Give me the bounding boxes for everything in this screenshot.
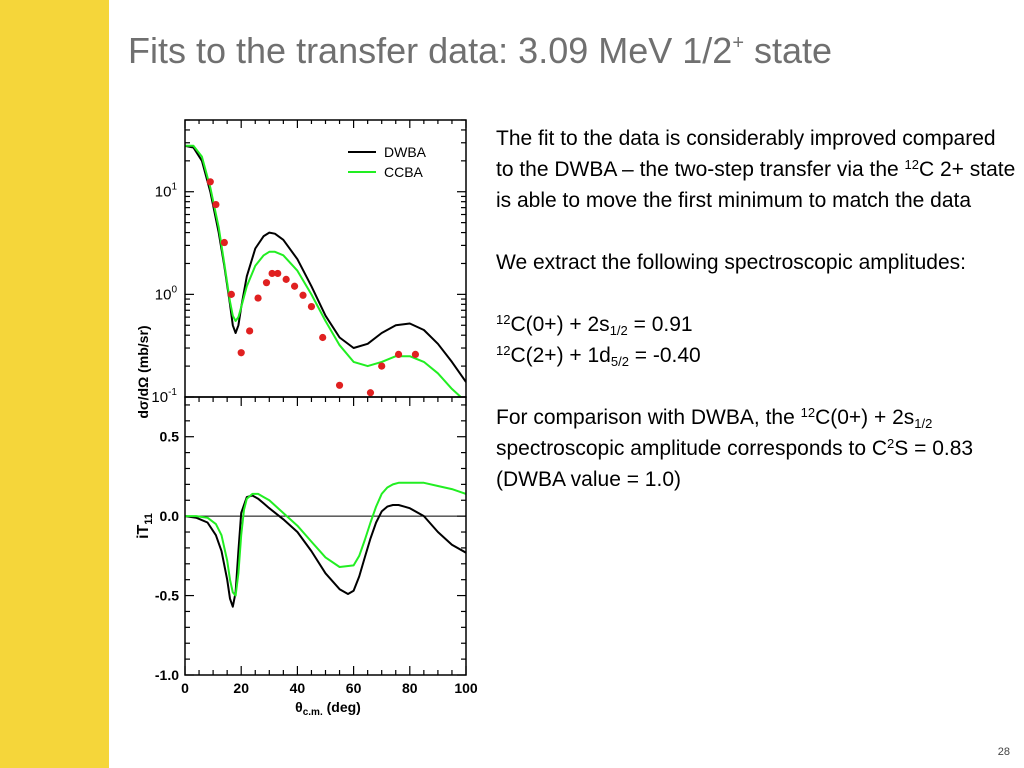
series-ccba-top [185,144,463,397]
page-number: 28 [997,746,1010,758]
data-point [274,269,282,278]
amplitude-line-1: 12C(0+) + 2s1/2 = 0.91 [496,312,693,338]
data-point [411,350,420,359]
y-tick-label-0: 101 [155,182,178,201]
data-point [268,269,276,278]
x-tick-label-0: 0 [181,680,189,696]
data-point [254,294,262,302]
data-point [307,303,316,311]
description-text: The fit to the data is considerably impr… [496,123,1016,495]
bottom-xlabel: θc.m. (deg) [295,699,361,718]
data-point [227,290,235,298]
axis-labels: dσ/dΩ (mb/sr) iT11 θc.m. (deg) [135,325,361,718]
y-tick-label-2: -0.5 [155,588,179,604]
data-point [246,327,254,335]
amplitude-line-2: 12C(2+) + 1d5/2 = -0.40 [496,343,701,369]
series-dwba-bottom [185,494,466,608]
data-point [206,178,214,186]
data-point [366,389,375,397]
top-ylabel: dσ/dΩ (mb/sr) [135,325,151,418]
y-tick-label-1: 0.0 [160,508,180,524]
cross-section-panel: 101 100 10-1 DWBA CCBA [151,119,467,406]
data-point [212,200,220,209]
data-point [237,349,245,357]
paragraph-fit: The fit to the data is considerably impr… [496,127,1016,212]
analyzing-power-panel: 0.5 0.0 -0.5 -1.00 20 40 60 80 100 [155,396,478,696]
bottom-frame [184,396,467,676]
x-tick-label-5: 100 [454,680,478,696]
x-tick-label-3: 60 [346,680,362,696]
data-point [378,362,386,370]
data-point [299,291,307,299]
cross-section-figure: 101 100 10-1 DWBA CCBA 0.5 0.0 -0.5 -1.00 20 40 60… [135,119,478,718]
x-tick-label-1: 20 [233,680,249,696]
x-tick-label-4: 80 [402,680,418,696]
data-point [335,381,344,389]
y-tick-label-0: 0.5 [160,429,180,445]
y-tick-label-2: 10-1 [151,387,177,406]
data-point [262,279,271,287]
paragraph-comparison: For comparison with DWBA, the 12C(0+) + … [496,405,974,491]
y-tick-label-3: -1.0 [155,667,179,683]
bottom-ylabel: iT11 [135,513,155,539]
series-ccba-bottom [185,481,466,597]
data-point [394,350,403,359]
y-tick-label-1: 100 [155,284,178,303]
data-point [290,282,299,290]
top-frame [184,119,467,398]
slide-title: Fits to the transfer data: 3.09 MeV 1/2+… [128,30,833,71]
legend-label-ccba: CCBA [384,164,424,180]
data-point [282,275,290,283]
series-dwba-top [185,144,466,383]
x-tick-label-2: 40 [290,680,306,696]
accent-sidebar [0,0,109,768]
legend-label-dwba: DWBA [384,144,427,160]
data-point [319,333,327,342]
data-point [220,238,228,247]
paragraph-extract: We extract the following spectroscopic a… [496,251,966,274]
